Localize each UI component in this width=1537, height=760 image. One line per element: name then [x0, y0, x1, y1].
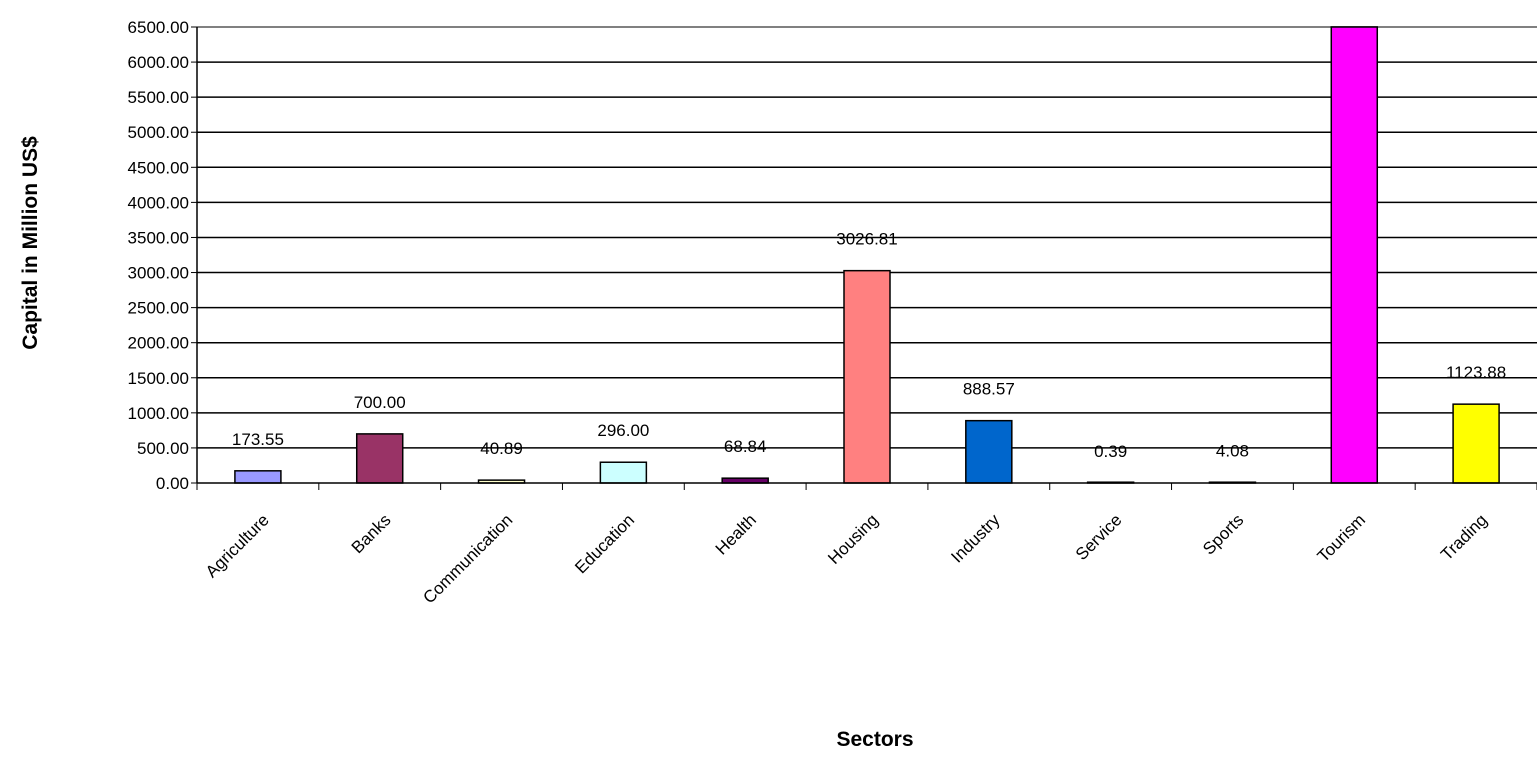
- y-tick-label: 5500.00: [128, 88, 189, 107]
- data-label: 1123.88: [1446, 363, 1506, 382]
- labels: 0.00 500.00 1000.00 1500.00 2000.00 2500.00 30…: [128, 18, 1507, 607]
- x-tick-label: Education: [571, 510, 638, 577]
- x-tick-label: Tourism: [1314, 510, 1370, 566]
- y-tick-label: 3000.00: [128, 264, 189, 283]
- y-tick-label: 500.00: [137, 439, 189, 458]
- bar-industry: [965, 419, 1013, 484]
- data-label: 700.00: [354, 393, 406, 412]
- data-label: 4.08: [1216, 442, 1249, 461]
- x-tick-label: Industry: [947, 510, 1004, 567]
- y-axis-title: Capital in Million US$: [19, 136, 42, 350]
- data-label: 40.89: [480, 439, 523, 458]
- y-tick-label: 4000.00: [128, 193, 189, 212]
- bar-tourism: [1330, 26, 1379, 484]
- x-tick-label: Agriculture: [202, 510, 273, 581]
- bar-banks: [355, 433, 404, 484]
- bar-trading: [1452, 403, 1500, 484]
- data-label: 888.57: [963, 380, 1015, 399]
- data-label: 3026.81: [836, 230, 897, 249]
- x-axis-title: Sectors: [836, 728, 913, 751]
- data-label: 0.39: [1094, 442, 1127, 461]
- x-tick-label: Housing: [824, 510, 882, 568]
- x-tick-label: Banks: [348, 510, 395, 557]
- y-tick-label: 2000.00: [128, 334, 189, 353]
- bars: [234, 26, 1500, 484]
- x-tick-label: Sports: [1199, 510, 1247, 558]
- x-tick-label: Trading: [1437, 510, 1491, 564]
- y-tick-label: 6000.00: [128, 53, 189, 72]
- y-tick-label: 0.00: [156, 474, 189, 493]
- x-tick-label: Health: [712, 510, 760, 558]
- bar-agriculture: [234, 470, 282, 484]
- x-tick-label: Communication: [419, 510, 516, 607]
- bar-education: [599, 461, 648, 484]
- data-label: 173.55: [232, 430, 284, 449]
- y-tick-label: 4500.00: [128, 158, 189, 177]
- y-tick-label: 1000.00: [128, 404, 189, 423]
- axes: [191, 26, 1537, 490]
- data-label: 68.84: [724, 437, 767, 456]
- bar-housing: [843, 269, 891, 484]
- y-tick-label: 3500.00: [128, 228, 189, 247]
- x-tick-label: Service: [1072, 510, 1126, 564]
- y-tick-label: 2500.00: [128, 299, 189, 318]
- y-tick-label: 5000.00: [128, 123, 189, 142]
- y-tick-label: 1500.00: [128, 369, 189, 388]
- y-tick-label: 6500.00: [128, 18, 189, 37]
- data-label: 296.00: [597, 421, 649, 440]
